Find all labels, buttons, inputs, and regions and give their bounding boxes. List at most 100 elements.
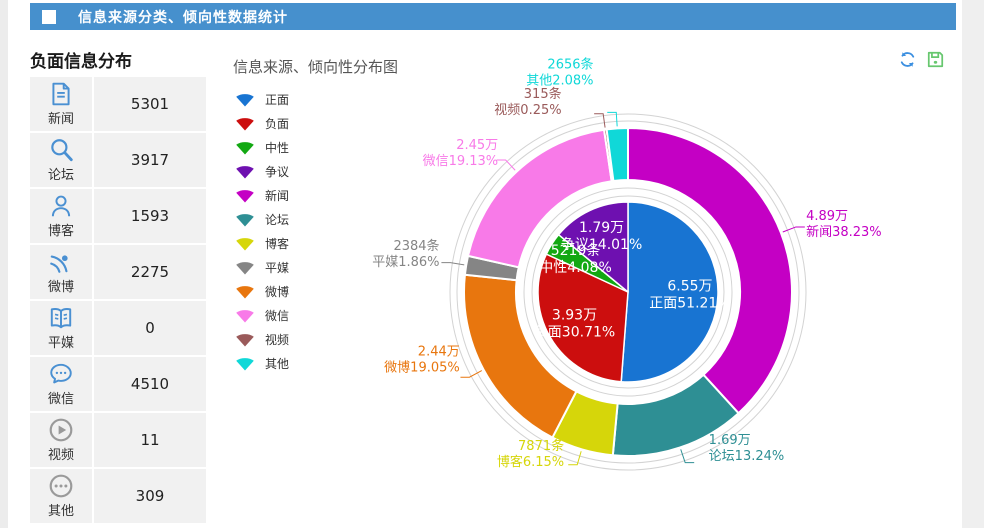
forum-search-icon: 论坛 (30, 133, 94, 189)
outer-label-name-pingmei: 平媒1.86% (372, 255, 439, 270)
negative-table: 新闻 5301 论坛 3917 博客 1593 微博 2275 平媒 0 微信 4510 视频 11 其他 3… (30, 77, 206, 525)
legend-fan-icon (236, 358, 254, 371)
legend-fan-icon (236, 118, 254, 131)
negative-panel-title: 负面信息分布 (30, 52, 132, 72)
row-value: 1593 (94, 189, 206, 245)
row-value: 5301 (94, 77, 206, 133)
inner-label-value-zhongxing: 5219条 (551, 242, 601, 259)
row-value: 2275 (94, 245, 206, 301)
legend-label: 视频 (265, 332, 290, 347)
row-value: 309 (94, 469, 206, 525)
tendency-slice-zhengyi[interactable] (557, 201, 629, 293)
legend-fan-icon (236, 214, 254, 227)
outer-label-value-qita: 2656条 (547, 56, 593, 72)
outer-label-value-pingmei: 2384条 (393, 238, 439, 254)
leader-line-qita (607, 111, 618, 127)
row-label: 平媒 (47, 336, 74, 351)
leader-line-weixin (496, 159, 516, 171)
inner-label-value-zhengyi: 1.79万 (579, 220, 624, 236)
legend-fan-icon (236, 94, 254, 107)
legend-label: 论坛 (265, 212, 290, 227)
row-label: 微博 (47, 280, 74, 295)
row-value: 3917 (94, 133, 206, 189)
outer-label-name-boke: 博客6.15% (497, 454, 564, 470)
legend-item-weibo[interactable]: 微博 (233, 283, 289, 299)
print-media-book-icon: 平媒 (30, 301, 94, 357)
wechat-chat-icon: 微信 (30, 357, 94, 413)
section-title: 信息来源分类、倾向性数据统计 (78, 9, 288, 26)
legend-fan-icon (236, 142, 254, 155)
inner-label-name-zhengyi: 争议14.01% (561, 237, 642, 253)
table-row-weibo: 微博 2275 (30, 245, 206, 301)
legend-fan-icon (236, 190, 254, 203)
legend-item-zhengmian[interactable]: 正面 (233, 91, 289, 107)
decor-circle (456, 120, 800, 464)
legend-item-zhengyi[interactable]: 争议 (233, 163, 289, 179)
row-label: 微信 (47, 392, 74, 407)
outer-label-name-weixin: 微信19.13% (423, 154, 499, 169)
row-value: 0 (94, 301, 206, 357)
legend-label: 负面 (265, 116, 290, 131)
refresh-icon[interactable] (898, 50, 917, 69)
page-right-gutter (962, 0, 984, 528)
legend-item-weixin[interactable]: 微信 (233, 307, 289, 323)
legend-label: 正面 (265, 92, 290, 107)
legend-item-boke[interactable]: 博客 (233, 235, 289, 251)
source-slice-xinwen[interactable] (627, 127, 793, 415)
outer-label-value-boke: 7871条 (518, 438, 564, 454)
legend-fan-icon (236, 262, 254, 275)
source-slice-qita[interactable] (605, 127, 629, 182)
leader-line-xinwen (782, 226, 805, 233)
legend-label: 博客 (265, 236, 290, 251)
outer-label-name-luntan: 论坛13.24% (709, 449, 785, 464)
inner-label-value-fumian: 3.93万 (552, 307, 597, 323)
table-row-xinwen: 新闻 5301 (30, 77, 206, 133)
blog-user-icon: 博客 (30, 189, 94, 245)
legend-label: 平媒 (265, 260, 290, 275)
inner-label-value-zhengmian: 6.55万 (667, 278, 712, 294)
other-ellipsis-icon: 其他 (30, 469, 94, 525)
legend-fan-icon (236, 334, 254, 347)
outer-label-value-weibo: 2.44万 (418, 344, 460, 359)
row-value: 11 (94, 413, 206, 469)
legend-fan-icon (236, 286, 254, 299)
outer-label-name-shipin: 视频0.25% (494, 103, 561, 118)
legend-label: 新闻 (265, 188, 290, 203)
row-label: 其他 (47, 504, 74, 519)
table-row-qita: 其他 309 (30, 469, 206, 525)
legend-item-shipin[interactable]: 视频 (233, 331, 289, 347)
leader-line-luntan (680, 449, 695, 464)
outer-label-name-weibo: 微博19.05% (384, 360, 460, 375)
table-row-boke: 博客 1593 (30, 189, 206, 245)
tendency-slice-zhengmian[interactable] (620, 201, 719, 383)
save-icon[interactable] (926, 50, 945, 69)
leader-line-shipin (594, 113, 606, 128)
legend-item-luntan[interactable]: 论坛 (233, 211, 289, 227)
table-row-shipin: 视频 11 (30, 413, 206, 469)
outer-label-value-shipin: 315条 (524, 86, 562, 102)
legend-label: 微信 (265, 308, 290, 323)
row-label: 新闻 (47, 112, 74, 127)
header-square-icon (42, 9, 56, 24)
legend-label: 争议 (265, 164, 290, 179)
legend-item-qita[interactable]: 其他 (233, 355, 289, 371)
legend-fan-icon (236, 238, 254, 251)
legend-fan-icon (236, 310, 254, 323)
legend-item-xinwen[interactable]: 新闻 (233, 187, 289, 203)
table-row-weixin: 微信 4510 (30, 357, 206, 413)
tendency-slice-fumian[interactable] (537, 253, 629, 383)
outer-label-value-luntan: 1.69万 (709, 433, 751, 448)
legend-item-pingmei[interactable]: 平媒 (233, 259, 289, 275)
outer-label-name-qita: 其他2.08% (526, 73, 593, 88)
weibo-signal-icon: 微博 (30, 245, 94, 301)
inner-label-name-zhengmian: 正面51.21% (649, 295, 730, 311)
news-document-icon: 新闻 (30, 77, 94, 133)
table-row-pingmei: 平媒 0 (30, 301, 206, 357)
legend-item-zhongxing[interactable]: 中性 (233, 139, 289, 155)
legend-item-fumian[interactable]: 负面 (233, 115, 289, 131)
chart-legend: 正面负面中性争议新闻论坛博客平媒微博微信视频其他 (233, 91, 289, 379)
row-label: 论坛 (47, 168, 74, 183)
inner-label-name-fumian: 负面30.71% (534, 324, 615, 340)
legend-label: 中性 (265, 140, 290, 155)
legend-label: 其他 (265, 356, 290, 371)
